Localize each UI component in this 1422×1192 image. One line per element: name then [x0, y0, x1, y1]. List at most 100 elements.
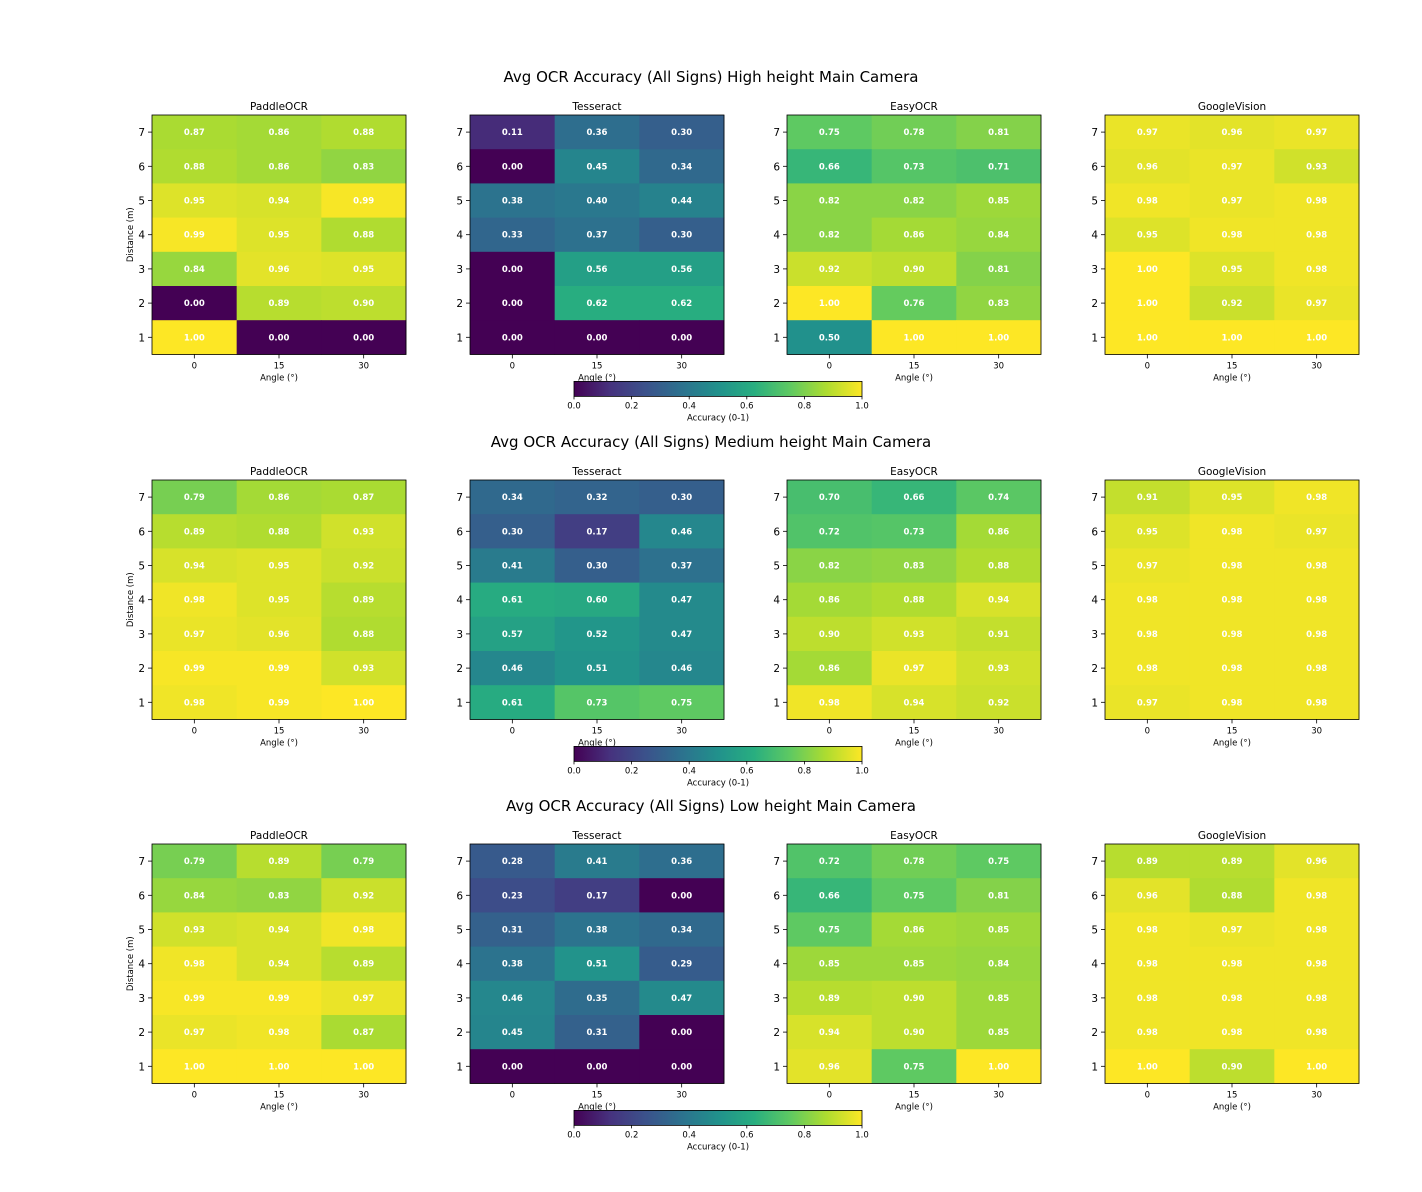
- heatmap-cell: [554, 980, 640, 1016]
- cell-value-label: 0.75: [904, 1062, 925, 1072]
- heatmap-cell: [554, 514, 640, 549]
- heatmap-cell: [554, 878, 640, 913]
- heatmap-cell: [871, 980, 957, 1016]
- cell-value-label: 0.87: [353, 493, 374, 503]
- y-tick-label: 6: [773, 161, 780, 173]
- heatmap-cell: [321, 1015, 407, 1050]
- cell-value-label: 0.96: [1306, 857, 1327, 867]
- y-tick-label: 1: [138, 1061, 145, 1073]
- cell-value-label: 0.66: [819, 891, 840, 901]
- x-axis-label: Angle (°): [578, 1102, 616, 1112]
- heatmap-cell: [152, 844, 238, 879]
- cell-value-label: 0.94: [988, 596, 1009, 606]
- cell-value-label: 0.96: [1137, 891, 1158, 901]
- cell-value-label: 0.90: [904, 1028, 925, 1038]
- x-tick-label: 0: [192, 1090, 197, 1100]
- cell-value-label: 0.94: [819, 1028, 840, 1038]
- cell-value-label: 0.96: [269, 630, 290, 640]
- cell-value-label: 0.92: [819, 265, 840, 275]
- x-tick-label: 0: [1145, 1090, 1150, 1100]
- cell-value-label: 0.31: [502, 926, 523, 936]
- heatmap-cell: [470, 1015, 556, 1050]
- cell-value-label: 0.93: [1306, 162, 1327, 172]
- heatmap-cell: [321, 286, 407, 321]
- heatmap-cell: [1105, 251, 1191, 287]
- cell-value-label: 0.96: [269, 265, 290, 275]
- heatmap-cell: [321, 616, 407, 652]
- cell-value-label: 0.60: [587, 596, 608, 606]
- heatmap-cell: [787, 878, 873, 913]
- cell-value-label: 0.98: [1222, 231, 1243, 241]
- heatmap-cell: [152, 480, 238, 515]
- heatmap-panel-tesseract: Tesseract 0.11 0.36 0.30 0.00 0.45 0.34 0.38 0.4…: [456, 101, 725, 383]
- cell-value-label: 0.98: [1306, 960, 1327, 970]
- x-axis-label: Angle (°): [578, 373, 616, 383]
- y-tick-label: 1: [1091, 697, 1098, 709]
- cell-value-label: 0.98: [1222, 664, 1243, 674]
- x-axis-label: Angle (°): [578, 738, 616, 748]
- cell-value-label: 0.36: [671, 857, 692, 867]
- y-tick-label: 2: [138, 663, 145, 675]
- y-tick-label: 5: [456, 196, 463, 208]
- cell-value-label: 1.00: [1222, 333, 1243, 343]
- cell-value-label: 0.97: [904, 664, 925, 674]
- y-tick-label: 2: [138, 298, 145, 310]
- cell-value-label: 0.47: [671, 994, 692, 1004]
- heatmap-cell: [639, 582, 725, 618]
- y-tick-label: 4: [138, 230, 145, 242]
- cell-value-label: 0.47: [671, 596, 692, 606]
- x-tick-label: 15: [274, 361, 285, 371]
- heatmap-cell: [470, 1049, 556, 1084]
- heatmap-cell: [236, 946, 322, 982]
- cell-value-label: 0.98: [1222, 527, 1243, 537]
- cell-value-label: 1.00: [1137, 299, 1158, 309]
- heatmap-cell: [554, 651, 640, 686]
- cell-value-label: 0.99: [269, 698, 290, 708]
- heatmap-cell: [639, 980, 725, 1016]
- heatmap-cell: [470, 217, 556, 253]
- y-tick-label: 7: [138, 856, 145, 868]
- y-tick-label: 5: [138, 925, 145, 937]
- heatmap-cell: [1189, 1049, 1275, 1084]
- heatmap-cell: [554, 286, 640, 321]
- y-tick-label: 5: [138, 561, 145, 573]
- heatmap-cell: [956, 616, 1042, 652]
- heatmap-cell: [1189, 616, 1275, 652]
- x-tick-label: 30: [993, 726, 1004, 736]
- cell-value-label: 1.00: [353, 1062, 374, 1072]
- heatmap-cell: [1105, 514, 1191, 549]
- colorbar-tick-label: 0.8: [798, 401, 812, 411]
- cell-value-label: 0.98: [1306, 630, 1327, 640]
- cell-value-label: 0.30: [671, 493, 692, 503]
- y-tick-label: 5: [1091, 561, 1098, 573]
- cell-value-label: 0.00: [671, 1062, 692, 1072]
- cell-value-label: 1.00: [269, 1062, 290, 1072]
- x-tick-label: 0: [192, 361, 197, 371]
- cell-value-label: 0.82: [819, 562, 840, 572]
- cell-value-label: 0.98: [1137, 197, 1158, 207]
- cell-value-label: 0.28: [502, 857, 523, 867]
- cell-value-label: 0.97: [1137, 562, 1158, 572]
- heatmap-cell: [1189, 651, 1275, 686]
- cell-value-label: 0.88: [184, 162, 205, 172]
- heatmap-panel-easyocr: EasyOCR 0.72 0.78 0.75 0.66 0.75 0.81 0.75 0.86 0…: [773, 830, 1042, 1112]
- cell-value-label: 0.30: [671, 231, 692, 241]
- heatmap-cell: [152, 1049, 238, 1084]
- heatmap-cell: [1274, 217, 1360, 253]
- x-tick-label: 30: [993, 1090, 1004, 1100]
- cell-value-label: 0.82: [819, 231, 840, 241]
- cell-value-label: 0.66: [904, 493, 925, 503]
- x-axis-label: Angle (°): [1213, 738, 1251, 748]
- cell-value-label: 0.98: [353, 926, 374, 936]
- cell-value-label: 0.84: [184, 891, 205, 901]
- y-tick-label: 3: [1091, 993, 1098, 1005]
- heatmap-cell: [554, 844, 640, 879]
- cell-value-label: 0.95: [269, 562, 290, 572]
- cell-value-label: 0.98: [1222, 960, 1243, 970]
- cell-value-label: 0.75: [819, 128, 840, 138]
- y-axis-label: Distance (m): [126, 207, 136, 262]
- heatmap-cell: [639, 320, 725, 355]
- heatmap-cell: [152, 115, 238, 150]
- heatmap-cell: [787, 1049, 873, 1084]
- heatmap-cell: [956, 980, 1042, 1016]
